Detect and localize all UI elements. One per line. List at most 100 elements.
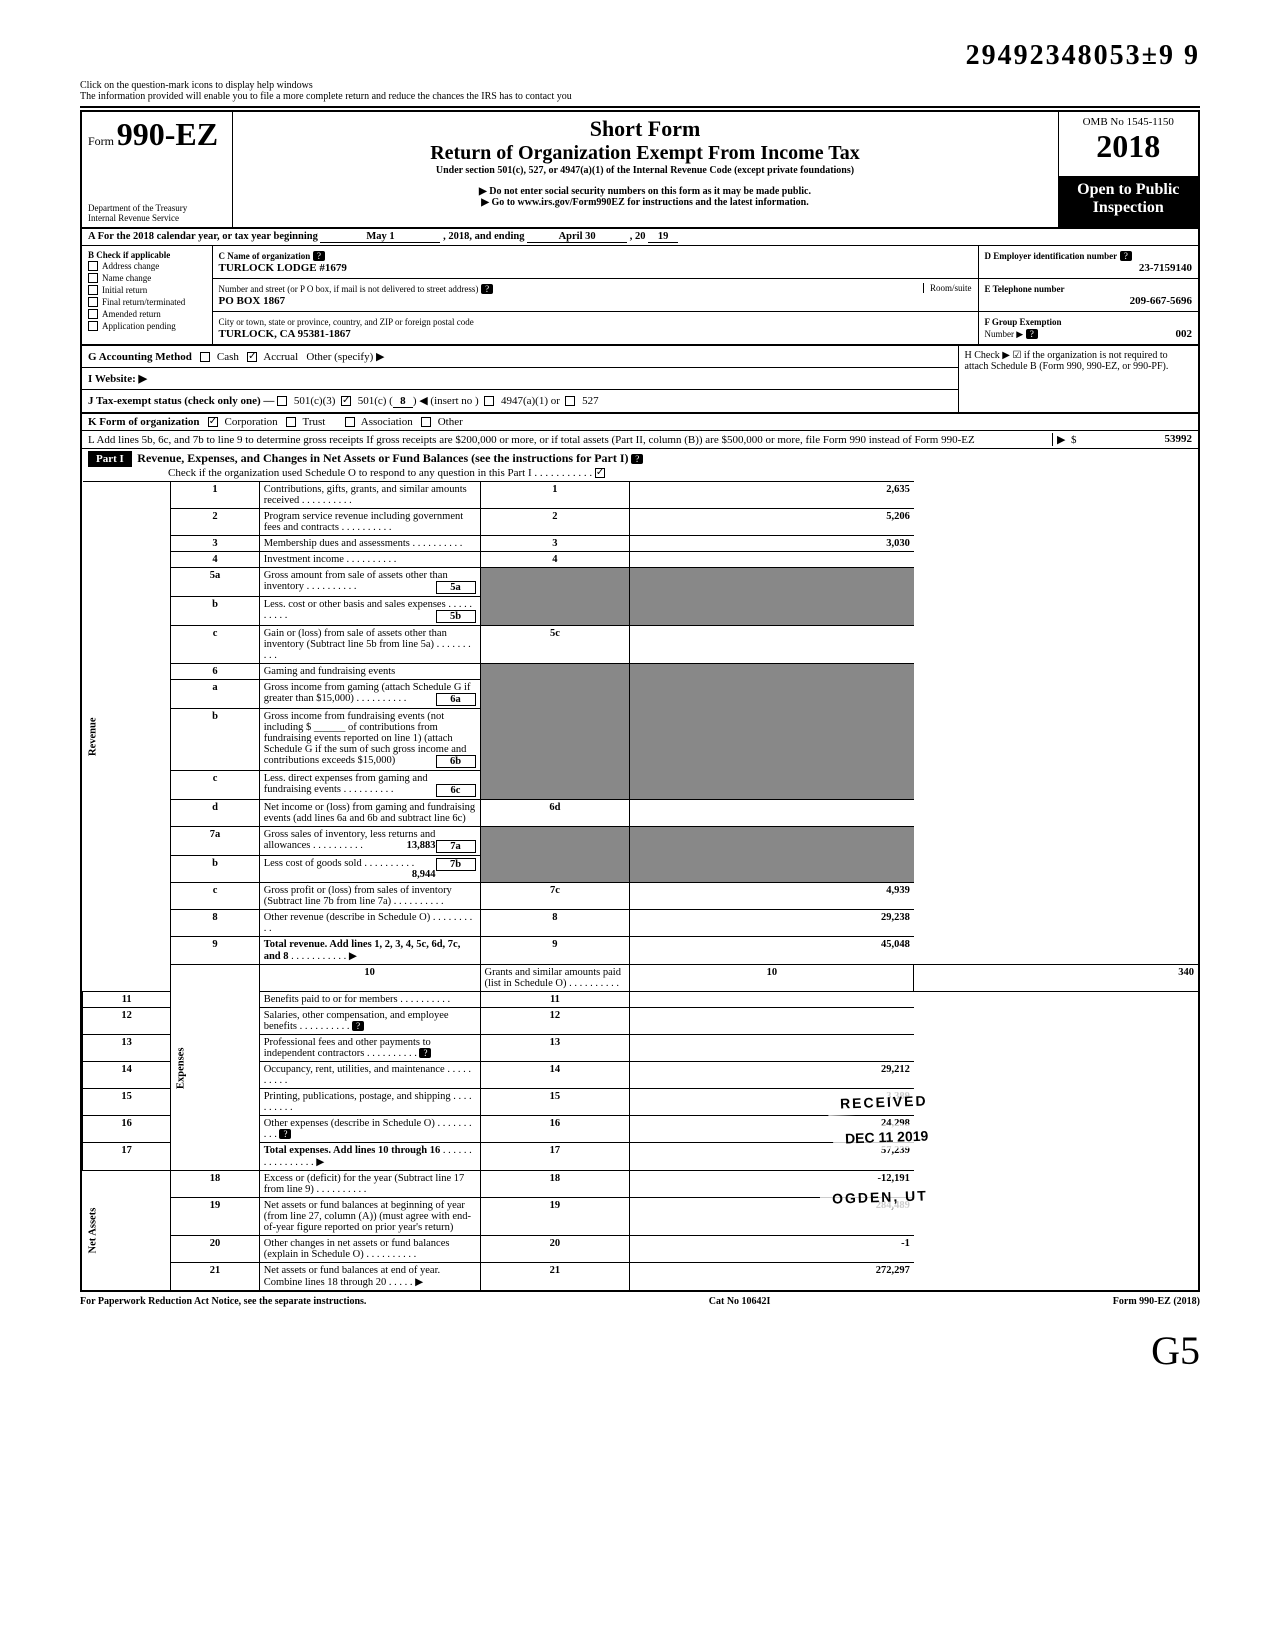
e-label: E Telephone number (985, 284, 1065, 294)
h-schedule-b: H Check ▶ ☑ if the organization is not r… (958, 346, 1198, 413)
f-num-label: Number ▶ (985, 329, 1024, 339)
sched-o-checkbox[interactable] (595, 468, 605, 478)
j-label: J Tax-exempt status (check only one) — (88, 395, 274, 407)
header-table: Form 990-EZ Department of the Treasury I… (82, 112, 1198, 228)
b-amended-return[interactable]: Amended return (88, 308, 206, 320)
line-21-amt: 272,297 (630, 1263, 914, 1291)
line-5c-amt (630, 626, 914, 664)
expenses-label: Expenses (171, 965, 259, 1171)
form-prefix: Form (88, 134, 114, 148)
ty-end-year: 19 (648, 231, 678, 243)
corp-checkbox[interactable] (208, 417, 218, 427)
g-label: G Accounting Method (88, 351, 192, 363)
part1-label: Part I (88, 451, 132, 467)
line-13-amt (630, 1035, 914, 1062)
part1-title: Revenue, Expenses, and Changes in Net As… (137, 451, 628, 465)
help-icon[interactable]: ? (313, 251, 325, 261)
city-label: City or town, state or province, country… (219, 317, 474, 327)
cash-checkbox[interactable] (200, 352, 210, 362)
net-assets-label: Net Assets (83, 1171, 171, 1291)
d-label: D Employer identification number (985, 251, 1118, 261)
revenue-label: Revenue (83, 482, 171, 992)
501c-checkbox[interactable] (341, 396, 351, 406)
footer-mid: Cat No 10642I (709, 1296, 771, 1307)
b-app-pending[interactable]: Application pending (88, 320, 206, 332)
dept-irs: Internal Revenue Service (88, 213, 226, 223)
accrual-checkbox[interactable] (247, 352, 257, 362)
signature-mark: G5 (80, 1327, 1200, 1374)
omb-number: OMB No 1545-1150 (1065, 116, 1193, 128)
4947-checkbox[interactable] (484, 396, 494, 406)
b-final-return[interactable]: Final return/terminated (88, 296, 206, 308)
c-label: C Name of organization (219, 251, 311, 261)
other-checkbox[interactable] (421, 417, 431, 427)
line-a-label: A For the 2018 calendar year, or tax yea… (88, 231, 318, 242)
short-form-title: Short Form (239, 116, 1052, 142)
received-stamp: RECEIVED (828, 1088, 940, 1116)
line-3-amt: 3,030 (630, 536, 914, 552)
hint-text: Click on the question-mark icons to disp… (80, 80, 1200, 108)
addr-label: Number and street (or P O box, if mail i… (219, 284, 479, 294)
lines-table: Revenue 1Contributions, gifts, grants, a… (82, 481, 1198, 1290)
line-1-amt: 2,635 (630, 482, 914, 509)
ty-mid: , 2018, and ending (443, 231, 524, 242)
group-exemption: 002 (1176, 328, 1193, 340)
line-11-amt (630, 992, 914, 1008)
date-stamp: DEC 11 2019 (832, 1123, 940, 1151)
ein: 23-7159140 (985, 262, 1193, 274)
city-state-zip: TURLOCK, CA 95381-1867 (219, 328, 972, 340)
line-9-amt: 45,048 (630, 937, 914, 965)
i-website: I Website: ▶ (88, 373, 147, 385)
phone: 209-667-5696 (985, 295, 1193, 307)
part1-check-line: Check if the organization used Schedule … (88, 467, 1192, 479)
b-initial-return[interactable]: Initial return (88, 284, 206, 296)
document-number: 29492348053±9 9 (80, 40, 1200, 72)
gross-receipts: 53992 (1165, 433, 1193, 445)
b-address-change[interactable]: Address change (88, 260, 206, 272)
501c3-checkbox[interactable] (277, 396, 287, 406)
ssn-warning: Do not enter social security numbers on … (239, 186, 1052, 197)
b-name-change[interactable]: Name change (88, 272, 206, 284)
help-icon[interactable]: ? (631, 454, 643, 464)
trust-checkbox[interactable] (286, 417, 296, 427)
under-section: Under section 501(c), 527, or 4947(a)(1)… (239, 165, 1052, 176)
ogden-stamp: OGDEN, UT (820, 1183, 941, 1211)
line-l: L Add lines 5b, 6c, and 7b to line 9 to … (82, 430, 1198, 448)
line-7b-amt: 8,944 (376, 869, 436, 880)
line-8-amt: 29,238 (630, 910, 914, 937)
help-icon[interactable]: ? (481, 284, 493, 294)
entity-info-table: B Check if applicable Address change Nam… (82, 245, 1198, 345)
line-6d-amt (630, 800, 914, 827)
help-icon[interactable]: ? (279, 1129, 291, 1139)
room-label: Room/suite (923, 283, 972, 293)
ty-begin: May 1 (320, 231, 440, 243)
527-checkbox[interactable] (565, 396, 575, 406)
assoc-checkbox[interactable] (345, 417, 355, 427)
f-label: F Group Exemption (985, 317, 1062, 327)
open-public-1: Open to Public (1065, 181, 1193, 199)
line-14-amt: 29,212 (630, 1062, 914, 1089)
help-icon[interactable]: ? (1026, 329, 1038, 339)
help-icon[interactable]: ? (1120, 251, 1132, 261)
tax-year: 2018 (1065, 128, 1193, 165)
line-a: A For the 2018 calendar year, or tax yea… (82, 228, 1198, 245)
footer-right: Form 990-EZ (2018) (1113, 1296, 1200, 1307)
line-l-text: L Add lines 5b, 6c, and 7b to line 9 to … (88, 434, 1052, 446)
line-12-amt (630, 1008, 914, 1035)
line-k: K Form of organization Corporation Trust… (82, 413, 1198, 430)
help-icon[interactable]: ? (419, 1048, 431, 1058)
line-2-amt: 5,206 (630, 509, 914, 536)
form-number: 990-EZ (117, 116, 218, 152)
footer-left: For Paperwork Reduction Act Notice, see … (80, 1296, 366, 1307)
help-icon[interactable]: ? (352, 1021, 364, 1031)
501c-number: 8 (393, 395, 413, 408)
status-table: G Accounting Method Cash Accrual Other (… (82, 345, 1198, 413)
ty-end-month: April 30 (527, 231, 627, 243)
footer: For Paperwork Reduction Act Notice, see … (80, 1296, 1200, 1307)
hint-line2: The information provided will enable you… (80, 91, 1200, 102)
line-20-amt: -1 (630, 1236, 914, 1263)
line-7c-amt: 4,939 (630, 883, 914, 910)
line-7a-amt: 13,883 (376, 840, 436, 851)
line-4-amt (630, 552, 914, 568)
part1-header: Part I Revenue, Expenses, and Changes in… (82, 448, 1198, 481)
